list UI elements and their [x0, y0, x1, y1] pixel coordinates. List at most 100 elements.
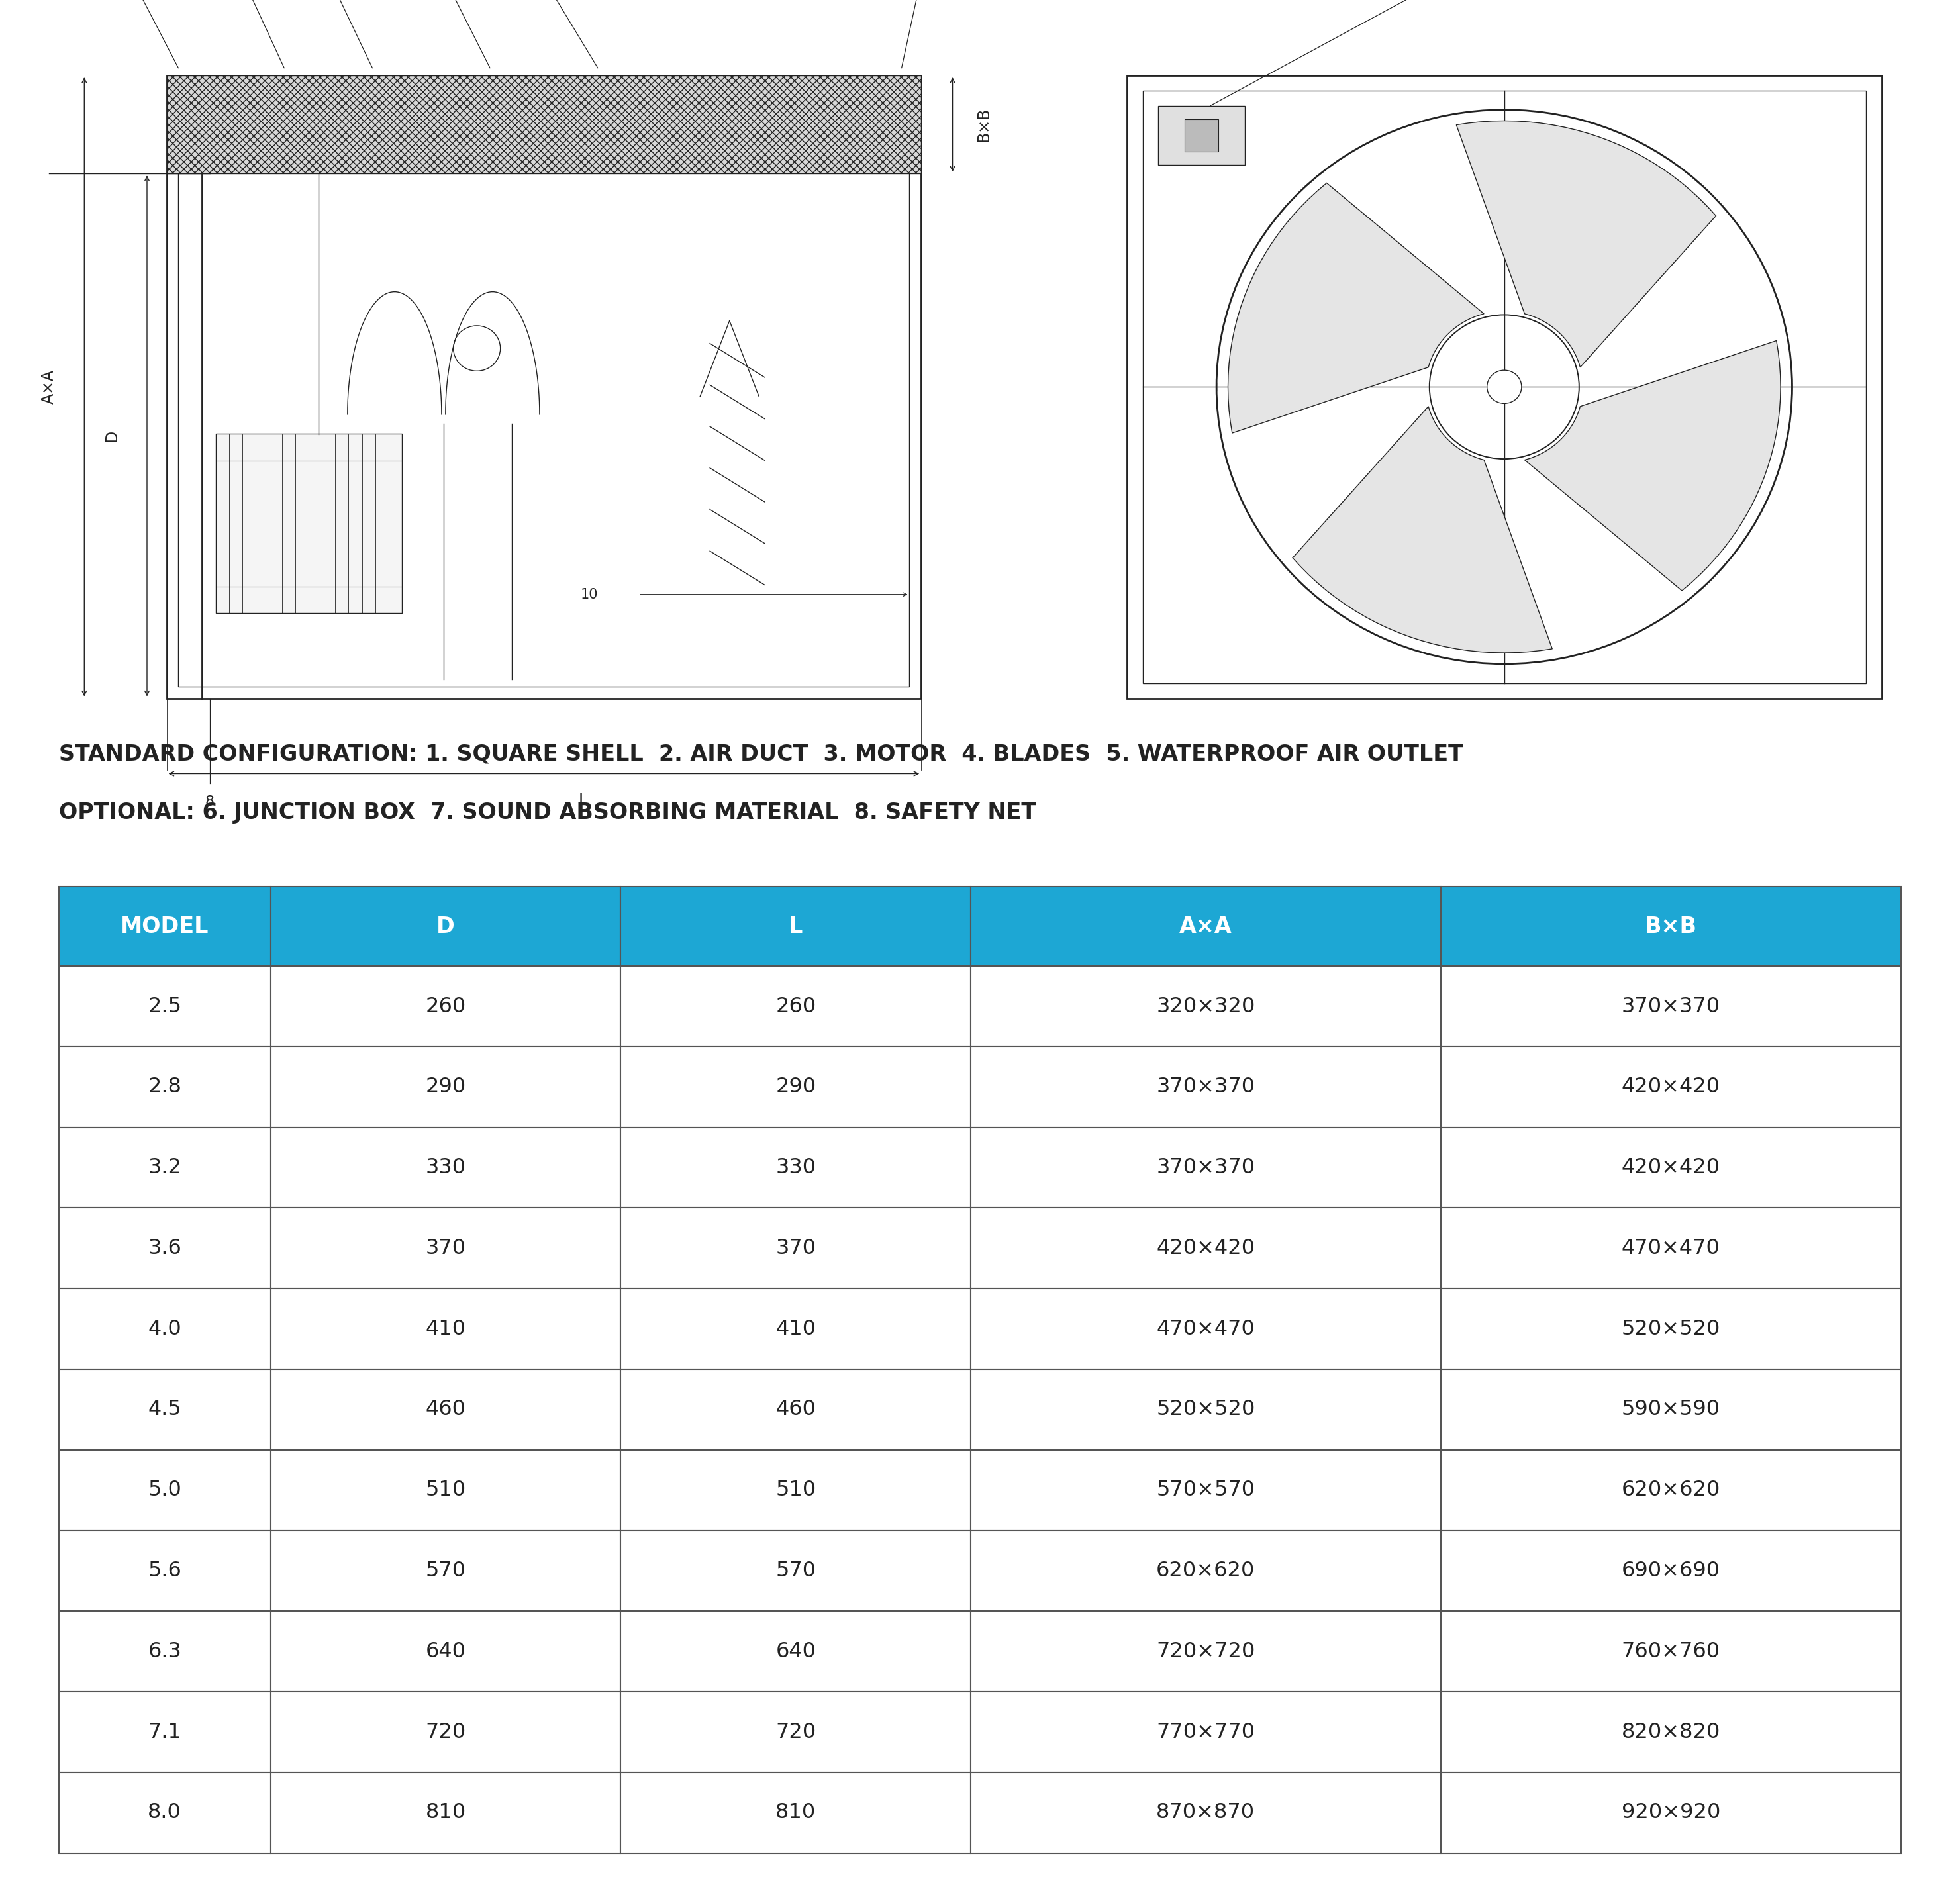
- Text: D: D: [104, 430, 120, 442]
- Text: 5.0: 5.0: [147, 1479, 182, 1500]
- Text: 820×820: 820×820: [1621, 1721, 1721, 1742]
- Bar: [970, 887, 1441, 966]
- Bar: [270, 1530, 621, 1611]
- Text: 8.0: 8.0: [147, 1802, 182, 1823]
- Text: 370×370: 370×370: [1621, 996, 1721, 1017]
- Text: B×B: B×B: [976, 108, 992, 142]
- Bar: [59, 1449, 270, 1530]
- Bar: [270, 1772, 621, 1853]
- Text: 510: 510: [776, 1479, 815, 1500]
- Bar: [59, 1611, 270, 1693]
- Text: 470×470: 470×470: [1621, 1238, 1721, 1259]
- Circle shape: [1488, 370, 1521, 404]
- Bar: [970, 1772, 1441, 1853]
- Bar: [970, 1530, 1441, 1611]
- Bar: [270, 1289, 621, 1370]
- Polygon shape: [1294, 406, 1552, 653]
- Bar: [970, 1693, 1441, 1772]
- Bar: [167, 75, 921, 698]
- Text: 620×620: 620×620: [1156, 1561, 1254, 1581]
- Bar: [621, 1772, 970, 1853]
- Bar: [970, 1127, 1441, 1208]
- Text: 720: 720: [425, 1721, 466, 1742]
- Text: 760×760: 760×760: [1621, 1642, 1721, 1662]
- Bar: [1143, 91, 1866, 683]
- Bar: [270, 1611, 621, 1693]
- Bar: [270, 966, 621, 1047]
- Bar: [1441, 887, 1901, 966]
- Text: 3.6: 3.6: [147, 1238, 182, 1259]
- Bar: [270, 1693, 621, 1772]
- Text: 10: 10: [580, 587, 598, 602]
- Text: 410: 410: [425, 1319, 466, 1340]
- Bar: [59, 1772, 270, 1853]
- Text: 510: 510: [425, 1479, 466, 1500]
- Text: 810: 810: [776, 1802, 815, 1823]
- Bar: [621, 887, 970, 966]
- Text: STANDARD CONFIGURATION: 1. SQUARE SHELL  2. AIR DUCT  3. MOTOR  4. BLADES  5. WA: STANDARD CONFIGURATION: 1. SQUARE SHELL …: [59, 743, 1462, 766]
- Bar: [178, 87, 909, 687]
- Bar: [970, 1208, 1441, 1289]
- Bar: [59, 1370, 270, 1449]
- Text: 520×520: 520×520: [1621, 1319, 1721, 1340]
- Text: 330: 330: [776, 1157, 815, 1177]
- Bar: [1158, 106, 1245, 164]
- Bar: [1127, 75, 1882, 698]
- Bar: [621, 1693, 970, 1772]
- Bar: [1186, 119, 1219, 151]
- Text: 290: 290: [776, 1077, 815, 1098]
- Bar: [621, 1127, 970, 1208]
- Text: L: L: [788, 915, 804, 938]
- Text: OPTIONAL: 6. JUNCTION BOX  7. SOUND ABSORBING MATERIAL  8. SAFETY NET: OPTIONAL: 6. JUNCTION BOX 7. SOUND ABSOR…: [59, 802, 1037, 825]
- Text: 3.2: 3.2: [147, 1157, 182, 1177]
- Bar: [970, 1611, 1441, 1693]
- Text: 8: 8: [206, 794, 214, 810]
- Text: 370×370: 370×370: [1156, 1077, 1254, 1098]
- Text: 720×720: 720×720: [1156, 1642, 1254, 1662]
- Text: 2.8: 2.8: [147, 1077, 182, 1098]
- Text: 4.0: 4.0: [147, 1319, 182, 1340]
- Text: 420×420: 420×420: [1621, 1077, 1721, 1098]
- Text: 420×420: 420×420: [1156, 1238, 1254, 1259]
- Bar: [970, 1289, 1441, 1370]
- Bar: [1441, 1530, 1901, 1611]
- Text: 370×370: 370×370: [1156, 1157, 1254, 1177]
- Bar: [270, 1449, 621, 1530]
- Text: 460: 460: [776, 1400, 815, 1419]
- Text: 410: 410: [776, 1319, 815, 1340]
- Bar: [59, 1289, 270, 1370]
- Text: MODEL: MODEL: [120, 915, 210, 938]
- Bar: [1441, 1127, 1901, 1208]
- Bar: [59, 1127, 270, 1208]
- Bar: [270, 1208, 621, 1289]
- Text: 460: 460: [425, 1400, 466, 1419]
- Text: 420×420: 420×420: [1621, 1157, 1721, 1177]
- Text: 520×520: 520×520: [1156, 1400, 1254, 1419]
- Bar: [59, 887, 270, 966]
- Bar: [621, 1370, 970, 1449]
- Bar: [1441, 1449, 1901, 1530]
- Bar: [270, 887, 621, 966]
- Text: 570: 570: [776, 1561, 815, 1581]
- Bar: [621, 966, 970, 1047]
- Bar: [270, 1127, 621, 1208]
- Text: D: D: [437, 915, 455, 938]
- Bar: [216, 434, 402, 613]
- Text: L: L: [578, 793, 588, 808]
- Bar: [621, 1449, 970, 1530]
- Text: 5.6: 5.6: [147, 1561, 182, 1581]
- Polygon shape: [1456, 121, 1715, 368]
- Text: 470×470: 470×470: [1156, 1319, 1254, 1340]
- Text: 4.5: 4.5: [147, 1400, 182, 1419]
- Text: 620×620: 620×620: [1621, 1479, 1721, 1500]
- Text: 330: 330: [425, 1157, 466, 1177]
- Text: 590×590: 590×590: [1621, 1400, 1721, 1419]
- Bar: [59, 966, 270, 1047]
- Bar: [59, 1693, 270, 1772]
- Bar: [1441, 1772, 1901, 1853]
- Bar: [621, 1611, 970, 1693]
- Bar: [270, 1047, 621, 1127]
- Text: 570: 570: [425, 1561, 466, 1581]
- Text: 2.5: 2.5: [147, 996, 182, 1017]
- Bar: [1441, 1693, 1901, 1772]
